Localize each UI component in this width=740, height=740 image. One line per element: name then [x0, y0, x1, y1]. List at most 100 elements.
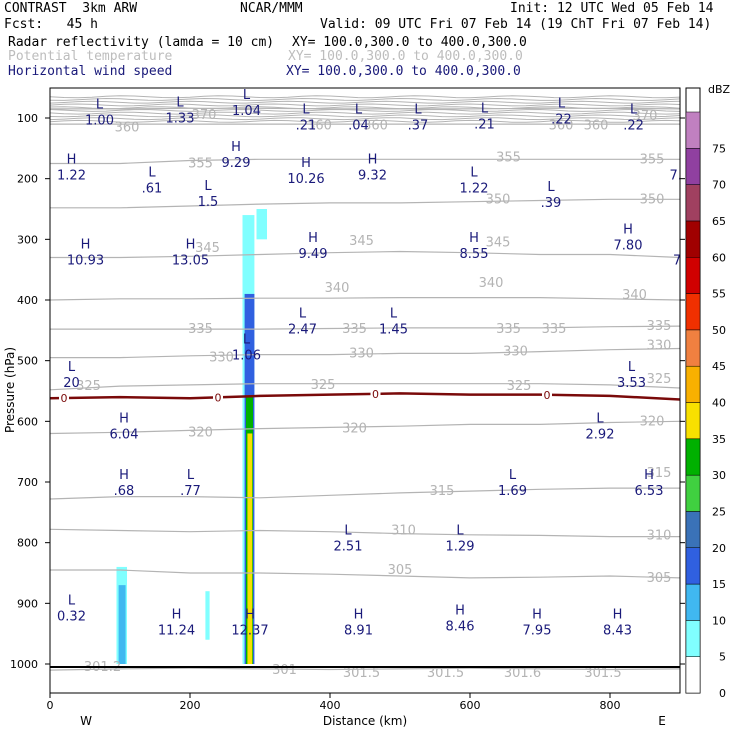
wind-extremum-kind: L	[481, 101, 489, 116]
theta-upper-line	[50, 111, 680, 115]
y-tick-label: 900	[17, 597, 38, 610]
theta-label: 320	[188, 425, 213, 440]
freezing-label: 0	[372, 388, 379, 401]
x-tick-label: 200	[180, 699, 201, 712]
colorbar-swatch	[685, 148, 701, 185]
wind-extremum-kind: H	[455, 604, 465, 619]
wind-extremum-value: .21	[296, 119, 317, 134]
theta-label: 345	[486, 235, 511, 250]
theta-upper-line	[50, 114, 680, 118]
wind-extremum-kind: L	[414, 103, 422, 118]
colorbar-swatch	[685, 656, 701, 694]
wind-extremum-value: 1.22	[57, 168, 86, 183]
theta-label: 340	[325, 281, 350, 296]
colorbar-level: 25	[712, 505, 726, 518]
model-title: CONTRAST 3km ARW	[4, 1, 138, 16]
wind-extremum-kind: L	[344, 524, 352, 539]
theta-label: 320	[640, 414, 665, 429]
theta-contour-315	[50, 487, 680, 500]
wind-extremum-kind: L	[470, 166, 478, 181]
wind-extremum-value: 9.49	[299, 247, 328, 262]
wind-extremum-kind: L	[456, 524, 464, 539]
field1-label: Radar reflectivity (lamda = 10 cm)	[8, 35, 275, 50]
wind-extremum-kind: L	[390, 306, 398, 321]
colorbar-swatch	[685, 257, 701, 294]
colorbar-level: 75	[712, 142, 726, 155]
wind-extremum-kind: H	[245, 607, 255, 622]
colorbar-level: 30	[712, 469, 726, 482]
theta-upper-line	[50, 95, 680, 99]
y-tick-label: 600	[17, 415, 38, 428]
theta-label: 345	[195, 241, 220, 256]
wind-extremum-kind: H	[119, 411, 129, 426]
field2-label: Potential temperature	[8, 49, 173, 64]
theta-contour-325	[50, 383, 680, 391]
colorbar-swatch	[685, 220, 701, 258]
wind-extremum-value: 10.93	[67, 253, 104, 268]
wind-extremum-kind: L	[187, 468, 195, 483]
wind-extremum-kind: L	[148, 166, 156, 181]
theta-label: 370	[633, 109, 658, 124]
theta-label: 360	[307, 118, 332, 133]
wind-extremum-value: 8.55	[460, 247, 489, 262]
colorbar-level: 0	[719, 687, 726, 700]
freezing-label-bg	[213, 391, 223, 404]
colorbar-level: 20	[712, 542, 726, 555]
theta-contour-335	[50, 325, 680, 330]
y-tick-label: 200	[17, 173, 38, 186]
wind-extremum-value: .37	[408, 119, 429, 134]
freezing-label-bg	[542, 388, 552, 401]
wind-extremum-kind: L	[355, 103, 363, 118]
theta-label: 335	[542, 322, 567, 337]
colorbar-unit: dBZ	[708, 83, 731, 96]
x-tick-label: 600	[460, 699, 481, 712]
y-axis-label: Pressure (hPa)	[3, 347, 17, 433]
theta-label: 325	[76, 379, 101, 394]
wind-extremum-value: .39	[541, 196, 562, 211]
wind-extremum-kind: H	[186, 237, 196, 252]
wind-extremum-kind: H	[301, 156, 311, 171]
colorbar-swatch	[685, 620, 701, 657]
theta-label: 301.5	[584, 666, 621, 681]
y-tick-label: 300	[17, 233, 38, 246]
colorbar-swatch	[685, 547, 701, 585]
field3-xy: XY= 100.0,300.0 to 400.0,300.0	[286, 64, 521, 79]
theta-label: 330	[503, 345, 528, 360]
colorbar-level: 65	[712, 215, 726, 228]
theta-label: 355	[640, 152, 665, 167]
theta-label: 360	[549, 118, 574, 133]
theta-label: 320	[342, 422, 367, 437]
wind-extremum-value: 7.80	[614, 239, 643, 254]
theta-label: 370	[192, 108, 217, 123]
field2-xy: XY= 100.0,300.0 to 400.0,300.0	[288, 49, 523, 64]
reflectivity-cell	[205, 591, 210, 640]
wind-extremum-value: 2.51	[334, 540, 363, 555]
theta-label: 330	[209, 351, 234, 366]
wind-extremum-kind: H	[368, 152, 378, 167]
forecast-hour: Fcst: 45 h	[4, 17, 98, 32]
wind-extremum-value: .04	[348, 119, 369, 134]
colorbar-level: 60	[712, 251, 726, 264]
wind-extremum-value: 1.00	[85, 114, 114, 129]
colorbar-swatch	[685, 402, 701, 440]
reflectivity-cell	[247, 433, 253, 664]
wind-extremum-kind: H	[172, 607, 182, 622]
wind-extremum-kind: H	[67, 152, 77, 167]
theta-label: 330	[647, 339, 672, 354]
wind-extremum-value: 8.46	[446, 620, 475, 635]
theta-label: 305	[388, 563, 413, 578]
wind-extremum-value: .77	[180, 484, 201, 499]
theta-upper-line	[50, 119, 680, 123]
wind-extremum-value: 13.05	[172, 253, 209, 268]
colorbar-level: 15	[712, 578, 726, 591]
wind-extremum-kind: H	[354, 607, 364, 622]
wind-extremum-value: 1.33	[166, 111, 195, 126]
theta-label: 301	[272, 663, 297, 678]
colorbar-swatch	[685, 438, 701, 476]
wind-extremum-kind: H	[644, 468, 654, 483]
theta-label: 315	[430, 484, 455, 499]
theta-upper-line	[50, 117, 680, 121]
colorbar-level: 50	[712, 324, 726, 337]
wind-extremum-kind: L	[68, 593, 76, 608]
wind-extremum-kind: L	[96, 98, 104, 113]
